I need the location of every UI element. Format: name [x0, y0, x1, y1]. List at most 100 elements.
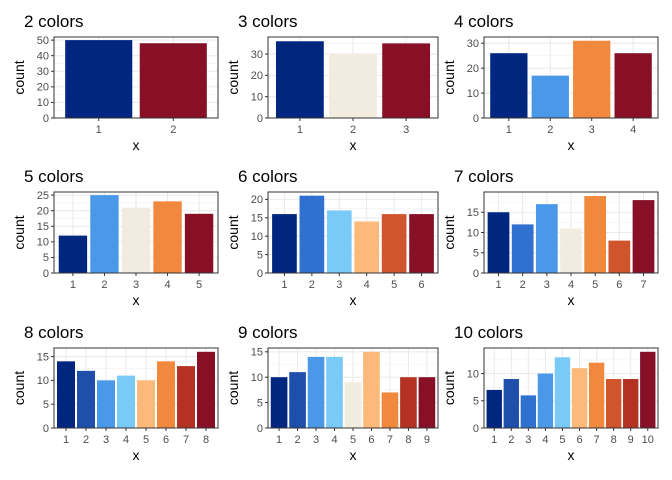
x-tick-label: 1 — [491, 434, 497, 446]
x-axis-label: x — [350, 137, 357, 153]
bar-2 — [503, 379, 519, 428]
x-tick-label: 8 — [405, 434, 411, 446]
x-tick-label: 7 — [387, 434, 393, 446]
x-tick-label: 4 — [542, 434, 548, 446]
bar-7 — [632, 200, 655, 273]
x-tick-label: 4 — [364, 279, 370, 291]
bar-3 — [535, 204, 558, 273]
y-tick-label: 15 — [251, 213, 263, 225]
y-tick-label: 20 — [37, 205, 49, 217]
x-tick-label: 6 — [616, 279, 622, 291]
bar-1 — [272, 214, 297, 273]
bar-7 — [588, 362, 605, 428]
y-tick-label: 10 — [37, 375, 49, 387]
x-tick-label: 1 — [70, 279, 76, 291]
x-tick-label: 4 — [630, 124, 636, 136]
bar-2 — [299, 195, 325, 273]
bar-6 — [608, 240, 631, 273]
y-tick-label: 15 — [467, 207, 479, 219]
panel-title: 10 colors — [454, 323, 523, 342]
y-tick-label: 10 — [467, 368, 479, 380]
x-tick-label: 10 — [642, 434, 654, 446]
x-tick-label: 1 — [495, 279, 501, 291]
bar-6 — [409, 214, 434, 273]
bar-1 — [490, 53, 528, 119]
y-axis-label: count — [225, 215, 241, 249]
bar-4 — [537, 373, 554, 428]
bar-2 — [90, 195, 119, 273]
y-tick-label: 20 — [467, 63, 479, 75]
panel-title: 5 colors — [24, 167, 84, 186]
bar-2 — [289, 372, 306, 428]
y-tick-label: 10 — [467, 88, 479, 100]
x-tick-label: 3 — [525, 434, 531, 446]
y-tick-label: 40 — [37, 50, 49, 62]
bar-4 — [614, 53, 652, 119]
bar-5 — [184, 213, 214, 273]
y-tick-label: 10 — [251, 91, 263, 103]
bar-5 — [344, 382, 362, 428]
bar-4 — [117, 375, 135, 428]
x-axis-label: x — [350, 292, 357, 308]
bar-8 — [197, 351, 215, 428]
panel-border — [53, 36, 219, 119]
y-tick-label: 0 — [257, 268, 263, 280]
x-tick-label: 1 — [297, 124, 303, 136]
x-tick-label: 2 — [508, 434, 514, 446]
panel-title: 8 colors — [24, 323, 84, 342]
y-axis-label: count — [441, 371, 457, 405]
panel-border — [483, 347, 659, 429]
bar-4 — [326, 356, 343, 428]
y-tick-label: 0 — [257, 423, 263, 435]
bar-2 — [77, 370, 95, 428]
x-axis-label: x — [568, 447, 575, 463]
x-axis-label: x — [350, 447, 357, 463]
y-tick-label: 30 — [37, 66, 49, 78]
panel-title: 4 colors — [454, 12, 514, 31]
y-tick-label: 0 — [43, 268, 49, 280]
x-tick-label: 3 — [313, 434, 319, 446]
x-tick-label: 3 — [589, 124, 595, 136]
panel-title: 7 colors — [454, 167, 514, 186]
x-tick-label: 1 — [281, 279, 287, 291]
bar-3 — [520, 395, 537, 428]
x-tick-label: 4 — [568, 279, 574, 291]
y-tick-label: 10 — [37, 237, 49, 249]
y-tick-label: 0 — [473, 423, 479, 435]
chart-panel-3: 0 10 20 30 1 2 3 4 x count 4 colors — [441, 12, 659, 153]
x-tick-label: 9 — [424, 434, 430, 446]
bar-5 — [584, 196, 607, 273]
bar-8 — [400, 377, 417, 428]
y-tick-label: 5 — [473, 396, 479, 408]
x-tick-label: 1 — [506, 124, 512, 136]
y-axis-label: count — [441, 60, 457, 94]
x-tick-label: 7 — [183, 434, 189, 446]
x-tick-label: 5 — [592, 279, 598, 291]
x-tick-label: 8 — [611, 434, 617, 446]
x-axis-label: x — [133, 137, 140, 153]
bar-6 — [157, 361, 175, 428]
x-tick-label: 2 — [83, 434, 89, 446]
x-tick-label: 5 — [143, 434, 149, 446]
x-tick-label: 3 — [403, 124, 409, 136]
panel-border — [53, 347, 219, 429]
x-tick-label: 4 — [331, 434, 337, 446]
panel-title: 3 colors — [238, 12, 298, 31]
x-tick-label: 5 — [196, 279, 202, 291]
x-axis-label: x — [568, 137, 575, 153]
x-tick-label: 6 — [418, 279, 424, 291]
x-tick-label: 2 — [170, 124, 176, 136]
bar-2 — [511, 224, 534, 273]
bar-7 — [177, 366, 195, 428]
bar-7 — [381, 392, 399, 428]
y-axis-label: count — [225, 60, 241, 94]
bar-3 — [121, 207, 151, 273]
chart-panel-1: 0 10 20 30 40 50 1 2 x count 2 colors — [11, 12, 219, 153]
bar-5 — [137, 380, 155, 428]
y-tick-label: 0 — [43, 423, 49, 435]
x-tick-label: 5 — [350, 434, 356, 446]
x-tick-label: 8 — [203, 434, 209, 446]
